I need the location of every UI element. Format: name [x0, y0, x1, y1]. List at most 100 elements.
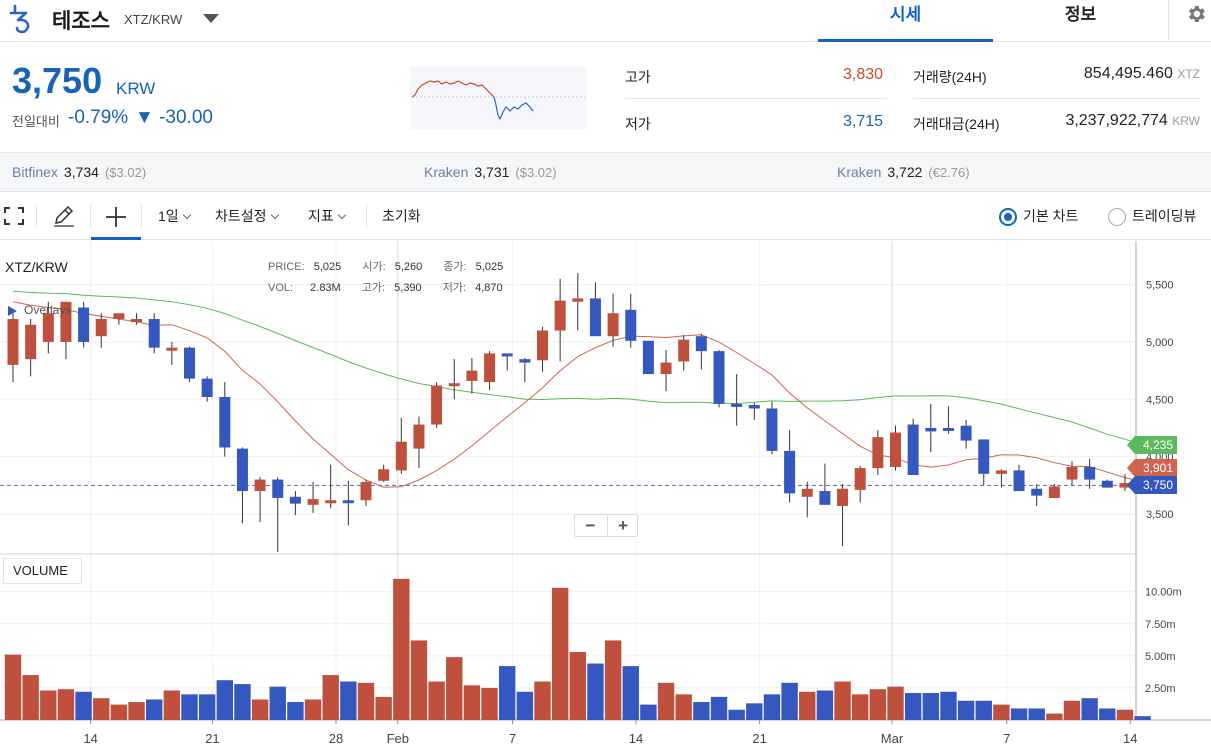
crosshair-active-indicator — [91, 237, 141, 240]
top-header: 테조스 XTZ/KRW 시세 정보 — [0, 0, 1211, 42]
volume-bar — [393, 578, 410, 720]
candle-body — [978, 439, 990, 474]
candle-body — [378, 469, 390, 481]
amount-24h-unit: KRW — [1172, 114, 1200, 128]
ma-short-line — [12, 301, 1143, 488]
volume-bar — [57, 689, 75, 720]
exchange-name: Bitfinex — [12, 164, 58, 180]
chevron-down-icon — [182, 210, 191, 220]
volume-bar — [304, 699, 322, 720]
tab-info[interactable]: 정보 — [1064, 5, 1097, 24]
volume-bar — [781, 682, 798, 720]
volume-bar — [110, 704, 128, 720]
ma-long-price-tag: 4,235 — [1127, 435, 1177, 454]
chart-pair-label: XTZ/KRW — [5, 259, 68, 275]
candle-body — [589, 298, 601, 337]
coin-pair: XTZ/KRW — [124, 12, 183, 27]
candle-body — [607, 313, 619, 337]
volume-24h: 854,495.460 XTZ — [1084, 65, 1200, 83]
indicators-label: 지표 — [308, 208, 334, 224]
basic-chart-label[interactable]: 기본 차트 — [1023, 208, 1079, 224]
volume-bar — [269, 686, 286, 720]
volume-bar — [940, 691, 957, 720]
volume-bar — [463, 685, 481, 720]
candle-body — [801, 488, 813, 497]
exchange-name: Kraken — [424, 164, 469, 180]
volume-bar — [1081, 698, 1098, 720]
tab-price[interactable]: 시세 — [818, 0, 993, 42]
volume-bar — [375, 696, 392, 720]
candle-body — [1048, 486, 1060, 498]
divider — [366, 205, 367, 227]
amount-24h-label: 거래대금(24H) — [913, 116, 1000, 132]
candle-body — [448, 383, 460, 387]
divider — [141, 205, 142, 227]
settings-button[interactable] — [1168, 0, 1211, 42]
volume-bar — [975, 700, 992, 720]
exchange-usd: ($3.02) — [104, 165, 147, 180]
crosshair-icon[interactable] — [105, 206, 127, 228]
overlays-triangle-icon[interactable] — [6, 305, 20, 317]
candle-body — [1101, 480, 1113, 488]
volume-bar — [746, 703, 763, 720]
price-chart[interactable]: 5,500 5,000 4,500 4,000 3,500 10.00m 7.50m 5.00… — [0, 241, 1211, 756]
overlays-toggle[interactable]: Overlays — [24, 303, 72, 317]
high-value: 3,830 — [843, 66, 884, 83]
candle-body — [413, 424, 425, 449]
candle-body — [660, 362, 672, 375]
divider — [625, 98, 887, 99]
volume-bar — [569, 651, 586, 720]
volume-bar — [234, 684, 251, 720]
legend-high-key: 고가: — [361, 282, 386, 294]
volume-bar — [816, 690, 834, 720]
divider — [36, 205, 37, 227]
change-rate: -0.79% — [68, 107, 129, 128]
x-tick-label: 21 — [752, 731, 766, 746]
candle-body — [554, 300, 566, 331]
volume-bar — [251, 699, 269, 720]
volume-tick-label: 7.50m — [1145, 619, 1176, 631]
tradingview-label[interactable]: 트레이딩뷰 — [1132, 208, 1197, 224]
candle-body — [113, 313, 125, 319]
candle-body — [960, 425, 972, 441]
sparkline-chart — [410, 67, 587, 129]
volume-bar — [1099, 708, 1116, 720]
x-tick-label: 14 — [83, 731, 97, 746]
volume-bar — [1028, 708, 1045, 720]
volume-bar — [410, 640, 428, 720]
candle-body — [784, 450, 796, 494]
volume-bar — [587, 663, 604, 720]
exchange-item: Bitfinex 3,734 ($3.02) — [12, 164, 146, 180]
indicators-dropdown[interactable]: 지표 — [308, 206, 347, 226]
high-label: 고가 — [625, 69, 651, 85]
volume-bar — [428, 681, 445, 720]
pencil-icon[interactable] — [52, 205, 76, 227]
tradingview-radio[interactable] — [1108, 208, 1126, 226]
volume-bar — [799, 691, 816, 720]
volume-bar — [728, 709, 745, 720]
zoom-out-button[interactable]: − — [585, 516, 596, 535]
reset-button[interactable]: 초기화 — [382, 208, 421, 224]
candle-body — [236, 448, 248, 492]
candle-body — [25, 324, 37, 360]
coin-select-caret-icon[interactable] — [203, 14, 219, 23]
candle-body — [854, 468, 866, 490]
basic-chart-radio[interactable] — [999, 208, 1017, 226]
x-tick-label: Feb — [387, 731, 409, 746]
chart-settings-dropdown[interactable]: 차트설정 — [215, 206, 279, 226]
chevron-down-icon — [337, 210, 347, 220]
candle-body — [360, 481, 372, 501]
fullscreen-icon[interactable] — [4, 207, 24, 225]
x-tick-label: 28 — [329, 731, 343, 746]
amount-24h-value: 3,237,922,774 — [1065, 112, 1168, 129]
volume-bar — [499, 666, 516, 720]
tezos-logo-icon — [9, 4, 30, 34]
zoom-in-button[interactable]: + — [607, 516, 638, 536]
interval-dropdown[interactable]: 1일 — [158, 206, 191, 226]
volume-tick-label: 5.00m — [1145, 651, 1176, 663]
candle-body — [484, 353, 496, 383]
volume-bar — [852, 694, 869, 720]
legend-vol-key: VOL: — [268, 282, 294, 294]
legend-low-key: 저가: — [442, 282, 467, 294]
candlestick-chart[interactable]: 5,5005,0004,5004,0003,50010.00m7.50m5.00… — [0, 241, 1211, 756]
